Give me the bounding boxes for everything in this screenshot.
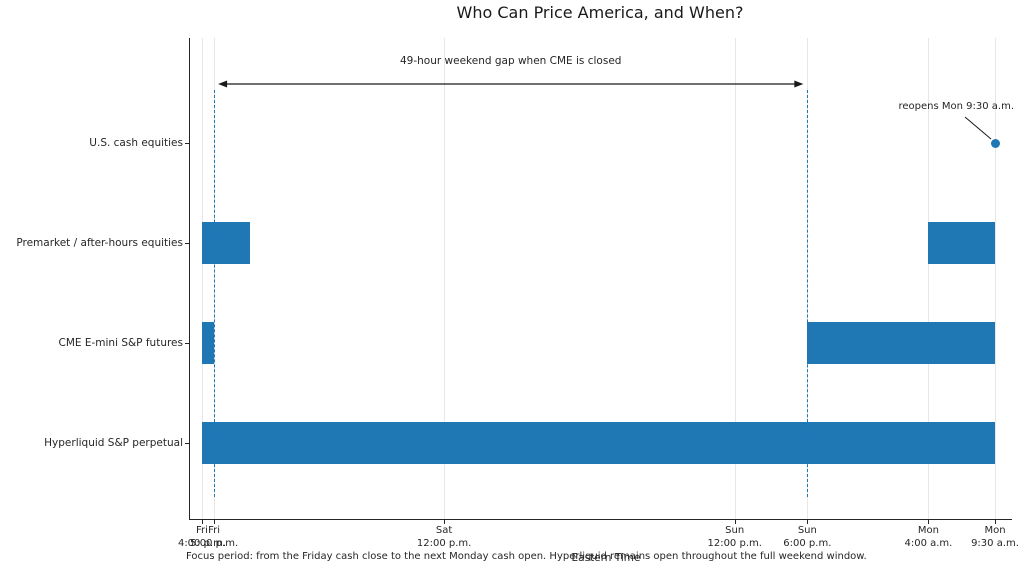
x-tick-mark	[807, 520, 809, 524]
x-tick-day: Mon	[984, 525, 1006, 536]
y-tick-mark	[185, 143, 189, 144]
gap-arrow-head-right	[794, 80, 804, 88]
reopen-annotation-connector	[964, 116, 992, 140]
x-tick-mark	[214, 520, 216, 524]
x-tick-label: Sun 12:00 p.m.	[707, 525, 761, 550]
x-tick-label: Mon 4:00 a.m.	[904, 525, 952, 550]
x-tick-time: 12:00 p.m.	[707, 537, 762, 549]
x-tick-day: Sat	[435, 525, 453, 536]
x-tick-mark	[444, 520, 446, 524]
chart-title: Who Can Price America, and When?	[456, 3, 744, 22]
x-tick-mark	[995, 520, 996, 524]
x-axis-spine	[189, 519, 1012, 520]
x-tick-time: 4:00 a.m.	[904, 537, 953, 549]
open-interval-bar	[928, 222, 995, 264]
x-gridline	[928, 38, 930, 519]
x-tick-label: Mon 9:30 a.m.	[971, 525, 1019, 550]
y-tick-mark	[185, 443, 189, 444]
x-tick-mark	[734, 520, 736, 524]
y-tick-label: Premarket / after-hours equities	[16, 237, 183, 249]
y-tick-label: CME E-mini S&P futures	[58, 337, 183, 349]
open-interval-bar	[202, 222, 251, 264]
x-axis-label: Eastern Time	[571, 552, 641, 564]
open-interval-bar	[807, 322, 995, 364]
open-interval-bar	[202, 322, 215, 364]
x-tick-day: Fri	[196, 525, 208, 536]
x-tick-time: 6:00 p.m.	[783, 537, 832, 549]
x-tick-day: Fri	[208, 525, 221, 536]
y-tick-mark	[185, 243, 189, 244]
session-boundary-dashed-line	[807, 90, 809, 497]
gap-annotation-text: 49-hour weekend gap when CME is closed	[399, 55, 622, 67]
y-tick-mark	[185, 343, 189, 344]
chart-caption: Focus period: from the Friday cash close…	[186, 551, 867, 562]
y-tick-label: U.S. cash equities	[89, 137, 183, 149]
x-tick-label: Fri 4:00 p.m.	[178, 525, 226, 550]
x-gridline	[995, 38, 996, 519]
y-tick-label: Hyperliquid S&P perpetual	[44, 437, 183, 449]
x-tick-mark	[202, 520, 203, 524]
reopen-annotation: reopens Mon 9:30 a.m.	[898, 101, 1014, 112]
open-interval-bar	[202, 422, 995, 464]
reopen-marker-dot	[990, 138, 1000, 148]
x-tick-time: 5:00 p.m.	[190, 537, 239, 549]
x-tick-mark	[928, 520, 930, 524]
x-tick-day: Sun	[725, 525, 745, 536]
x-tick-day: Sun	[797, 525, 817, 536]
x-tick-time: 12:00 p.m.	[416, 537, 472, 549]
x-tick-time: 4:00 p.m.	[177, 537, 227, 549]
session-boundary-dashed-line	[214, 90, 216, 497]
x-gridline	[202, 38, 203, 519]
x-tick-label: Sun 6:00 p.m.	[783, 525, 831, 550]
x-tick-day: Mon	[917, 525, 939, 536]
x-gridline	[444, 38, 446, 519]
y-axis-spine	[189, 38, 190, 519]
x-tick-label: Sat 12:00 p.m.	[417, 525, 471, 550]
x-gridline	[734, 38, 736, 519]
gap-arrow-head-left	[218, 80, 228, 88]
x-tick-time: 9:30 a.m.	[971, 537, 1019, 549]
x-tick-label: Fri 5:00 p.m.	[190, 525, 238, 550]
